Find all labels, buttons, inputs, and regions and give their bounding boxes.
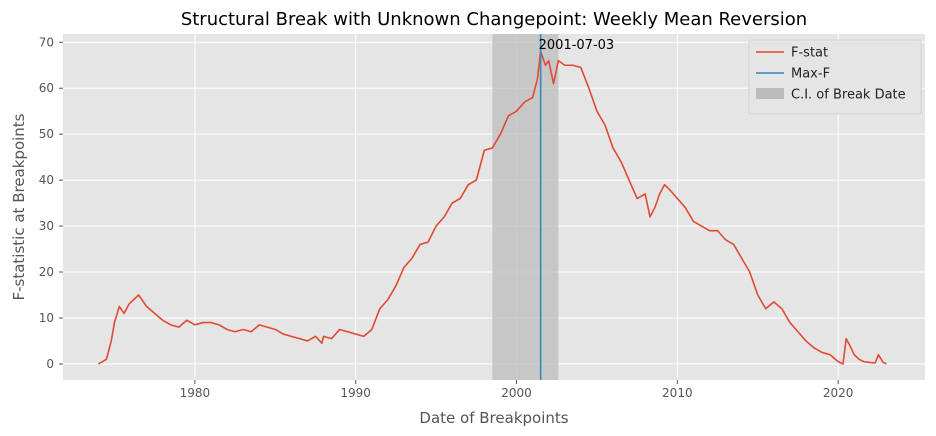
y-tick-labels: 0 10 20 30 40 50 60 70 — [39, 35, 63, 371]
max-f-annotation: 2001-07-03 — [539, 38, 615, 53]
legend-box — [748, 39, 922, 115]
x-tick-label: 2020 — [823, 386, 854, 400]
legend-ci-swatch — [756, 88, 784, 99]
y-tick-label: 30 — [39, 219, 54, 233]
y-tick-label: 10 — [39, 311, 54, 325]
x-tick-label: 1980 — [180, 386, 211, 400]
x-tick-labels: 1980 1990 2000 2010 2020 — [180, 380, 854, 400]
legend-ci-label: C.I. of Break Date — [791, 88, 906, 103]
y-tick-label: 60 — [39, 81, 54, 95]
confidence-interval-layer — [492, 34, 559, 380]
x-tick-label: 1990 — [340, 386, 371, 400]
y-tick-label: 20 — [39, 265, 54, 279]
x-tick-label: 2000 — [501, 386, 532, 400]
legend: F-stat Max-F C.I. of Break Date — [748, 39, 922, 115]
y-tick-label: 70 — [39, 35, 54, 49]
confidence-interval-band — [492, 34, 559, 380]
legend-max-f-label: Max-F — [791, 67, 830, 82]
y-tick-label: 0 — [46, 357, 54, 371]
max-f-layer: 2001-07-03 — [539, 34, 615, 380]
x-tick-label: 2010 — [662, 386, 693, 400]
x-axis-title: Date of Breakpoints — [419, 409, 568, 427]
y-axis-title: F-statistic at Breakpoints — [10, 113, 28, 300]
series-layer — [97, 50, 887, 365]
legend-fstat-label: F-stat — [791, 46, 828, 61]
chart-title: Structural Break with Unknown Changepoin… — [181, 9, 807, 30]
f-stat-line — [97, 50, 887, 365]
y-tick-label: 50 — [39, 127, 54, 141]
y-tick-label: 40 — [39, 173, 54, 187]
